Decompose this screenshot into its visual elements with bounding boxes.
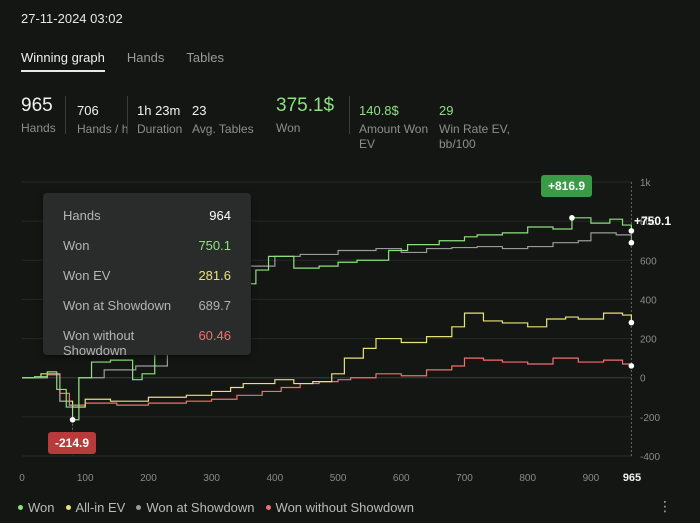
series-line-all-in-ev (22, 312, 632, 408)
stat-amount-won-ev: 140.8$ Amount Won EV (359, 103, 434, 152)
tooltip-row-won-at-showdown: Won at Showdown 689.7 (63, 298, 231, 313)
legend-item-won[interactable]: Won (18, 500, 55, 515)
divider (65, 96, 66, 134)
stat-win-rate-ev-value: 29 (439, 103, 454, 118)
legend-dot-icon (65, 505, 71, 510)
more-vert-icon[interactable]: ⋮ (658, 498, 672, 514)
x-tick-label: 600 (393, 473, 410, 484)
tooltip-key: Won (63, 238, 90, 253)
y-tick-label: 400 (640, 295, 657, 306)
x-tick-label: 800 (519, 473, 536, 484)
y-tick-label: 0 (640, 374, 646, 385)
x-tick-label: 100 (77, 473, 94, 484)
session-date: 27-11-2024 03:02 (21, 11, 123, 26)
stat-hands-value: 965 (21, 95, 53, 116)
divider (349, 96, 350, 134)
x-end-label: 965 (623, 472, 641, 484)
chart-legend: Won All-in EV Won at Showdown Won withou… (18, 500, 425, 515)
x-tick-label: 700 (456, 473, 473, 484)
tooltip-key: Won EV (63, 268, 111, 283)
stat-win-rate-ev-label: Win Rate EV, bb/100 (439, 122, 510, 151)
tooltip-row-hands: Hands 964 (63, 208, 231, 223)
series-line-won-without-showdown (22, 357, 632, 406)
current-value-label: +750.1 (634, 214, 672, 228)
legend-label: All-in EV (75, 500, 126, 515)
stat-won-label: Won (276, 121, 301, 135)
stat-hands-per-hour-label: Hands / h (77, 122, 129, 136)
chart-markers (69, 215, 635, 423)
tab-winning-graph[interactable]: Winning graph (21, 50, 105, 72)
view-tabs: Winning graph Hands Tables (21, 50, 246, 72)
x-axis-ticks: 0 100 200 300 400 500 600 700 800 900 965 (19, 472, 641, 484)
x-tick-label: 200 (140, 473, 157, 484)
stat-amount-won-ev-value: 140.8$ (359, 103, 399, 118)
stat-duration: 1h 23m Duration (137, 103, 182, 137)
y-tick-label: -200 (640, 413, 660, 424)
x-tick-label: 500 (330, 473, 347, 484)
chart-series (22, 217, 632, 421)
stat-duration-label: Duration (137, 122, 183, 136)
y-tick-label: 600 (640, 256, 657, 267)
stat-amount-won-ev-label: Amount Won EV (359, 122, 429, 151)
legend-item-won-without-showdown[interactable]: Won without Showdown (265, 500, 415, 515)
stat-hands-label: Hands (21, 121, 56, 135)
legend-item-all-in-ev[interactable]: All-in EV (65, 500, 126, 515)
y-tick-label: -400 (640, 452, 660, 463)
stat-duration-value: 1h 23m (137, 103, 181, 118)
tooltip-key: Hands (63, 208, 101, 223)
stat-hands: 965 Hands (21, 95, 56, 136)
x-tick-label: 300 (203, 473, 220, 484)
tooltip-value: 281.6 (198, 268, 231, 283)
tooltip-value: 750.1 (198, 238, 231, 253)
stat-hands-per-hour-value: 706 (77, 103, 99, 118)
tooltip-value: 60.46 (198, 328, 231, 343)
tooltip-value: 689.7 (198, 298, 231, 313)
x-tick-label: 400 (267, 473, 284, 484)
y-tick-label: 1k (640, 178, 652, 189)
max-value-badge: +816.9 (541, 175, 593, 197)
legend-label: Won without Showdown (275, 500, 415, 515)
hover-tooltip: Hands 964 Won 750.1 Won EV 281.6 Won at … (43, 193, 251, 358)
series-end-point (628, 228, 635, 234)
tab-hands[interactable]: Hands (126, 50, 165, 65)
legend-dot-icon (18, 505, 23, 510)
stat-avg-tables: 23 Avg. Tables (192, 103, 254, 137)
legend-dot-icon (265, 505, 271, 510)
stat-avg-tables-label: Avg. Tables (192, 122, 254, 136)
series-end-point (628, 319, 635, 326)
max-point (569, 215, 575, 221)
x-tick-label: 0 (19, 473, 25, 484)
stat-won-value: 375.1$ (276, 95, 335, 116)
y-tick-label: 200 (640, 335, 657, 346)
x-tick-label: 900 (583, 473, 600, 484)
legend-label: Won at Showdown (146, 500, 255, 515)
series-line-won (22, 217, 632, 421)
tab-tables[interactable]: Tables (186, 50, 224, 65)
tooltip-row-won-ev: Won EV 281.6 (63, 268, 231, 283)
legend-label: Won (28, 500, 55, 515)
legend-dot-icon (136, 505, 142, 510)
min-value-badge: -214.9 (48, 432, 97, 454)
stat-avg-tables-value: 23 (192, 103, 207, 118)
y-axis-ticks: 1k 800 600 400 200 0 -200 -400 (640, 178, 660, 463)
tooltip-row-won: Won 750.1 (63, 238, 231, 253)
divider (127, 96, 128, 134)
tooltip-value: 964 (209, 208, 231, 223)
y-tick-label: 800 (640, 217, 657, 228)
legend-item-won-at-showdown[interactable]: Won at Showdown (136, 500, 255, 515)
stat-won: 375.1$ Won (276, 95, 334, 136)
tooltip-key: Won at Showdown (63, 298, 172, 313)
stat-hands-per-hour: 706 Hands / h (77, 103, 128, 137)
series-end-point (628, 239, 635, 246)
tooltip-key: Won without Showdown (63, 328, 135, 358)
tooltip-row-won-without-showdown: Won without Showdown 60.46 (63, 328, 231, 358)
series-end-point (628, 363, 635, 369)
stat-win-rate-ev: 29 Win Rate EV, bb/100 (439, 103, 519, 152)
min-point (69, 416, 76, 423)
series-line-won-at-showdown (22, 232, 632, 406)
winning-graph-chart[interactable]: 1k 800 600 400 200 0 -200 -400 0 100 200 300 400 500… (0, 165, 700, 495)
